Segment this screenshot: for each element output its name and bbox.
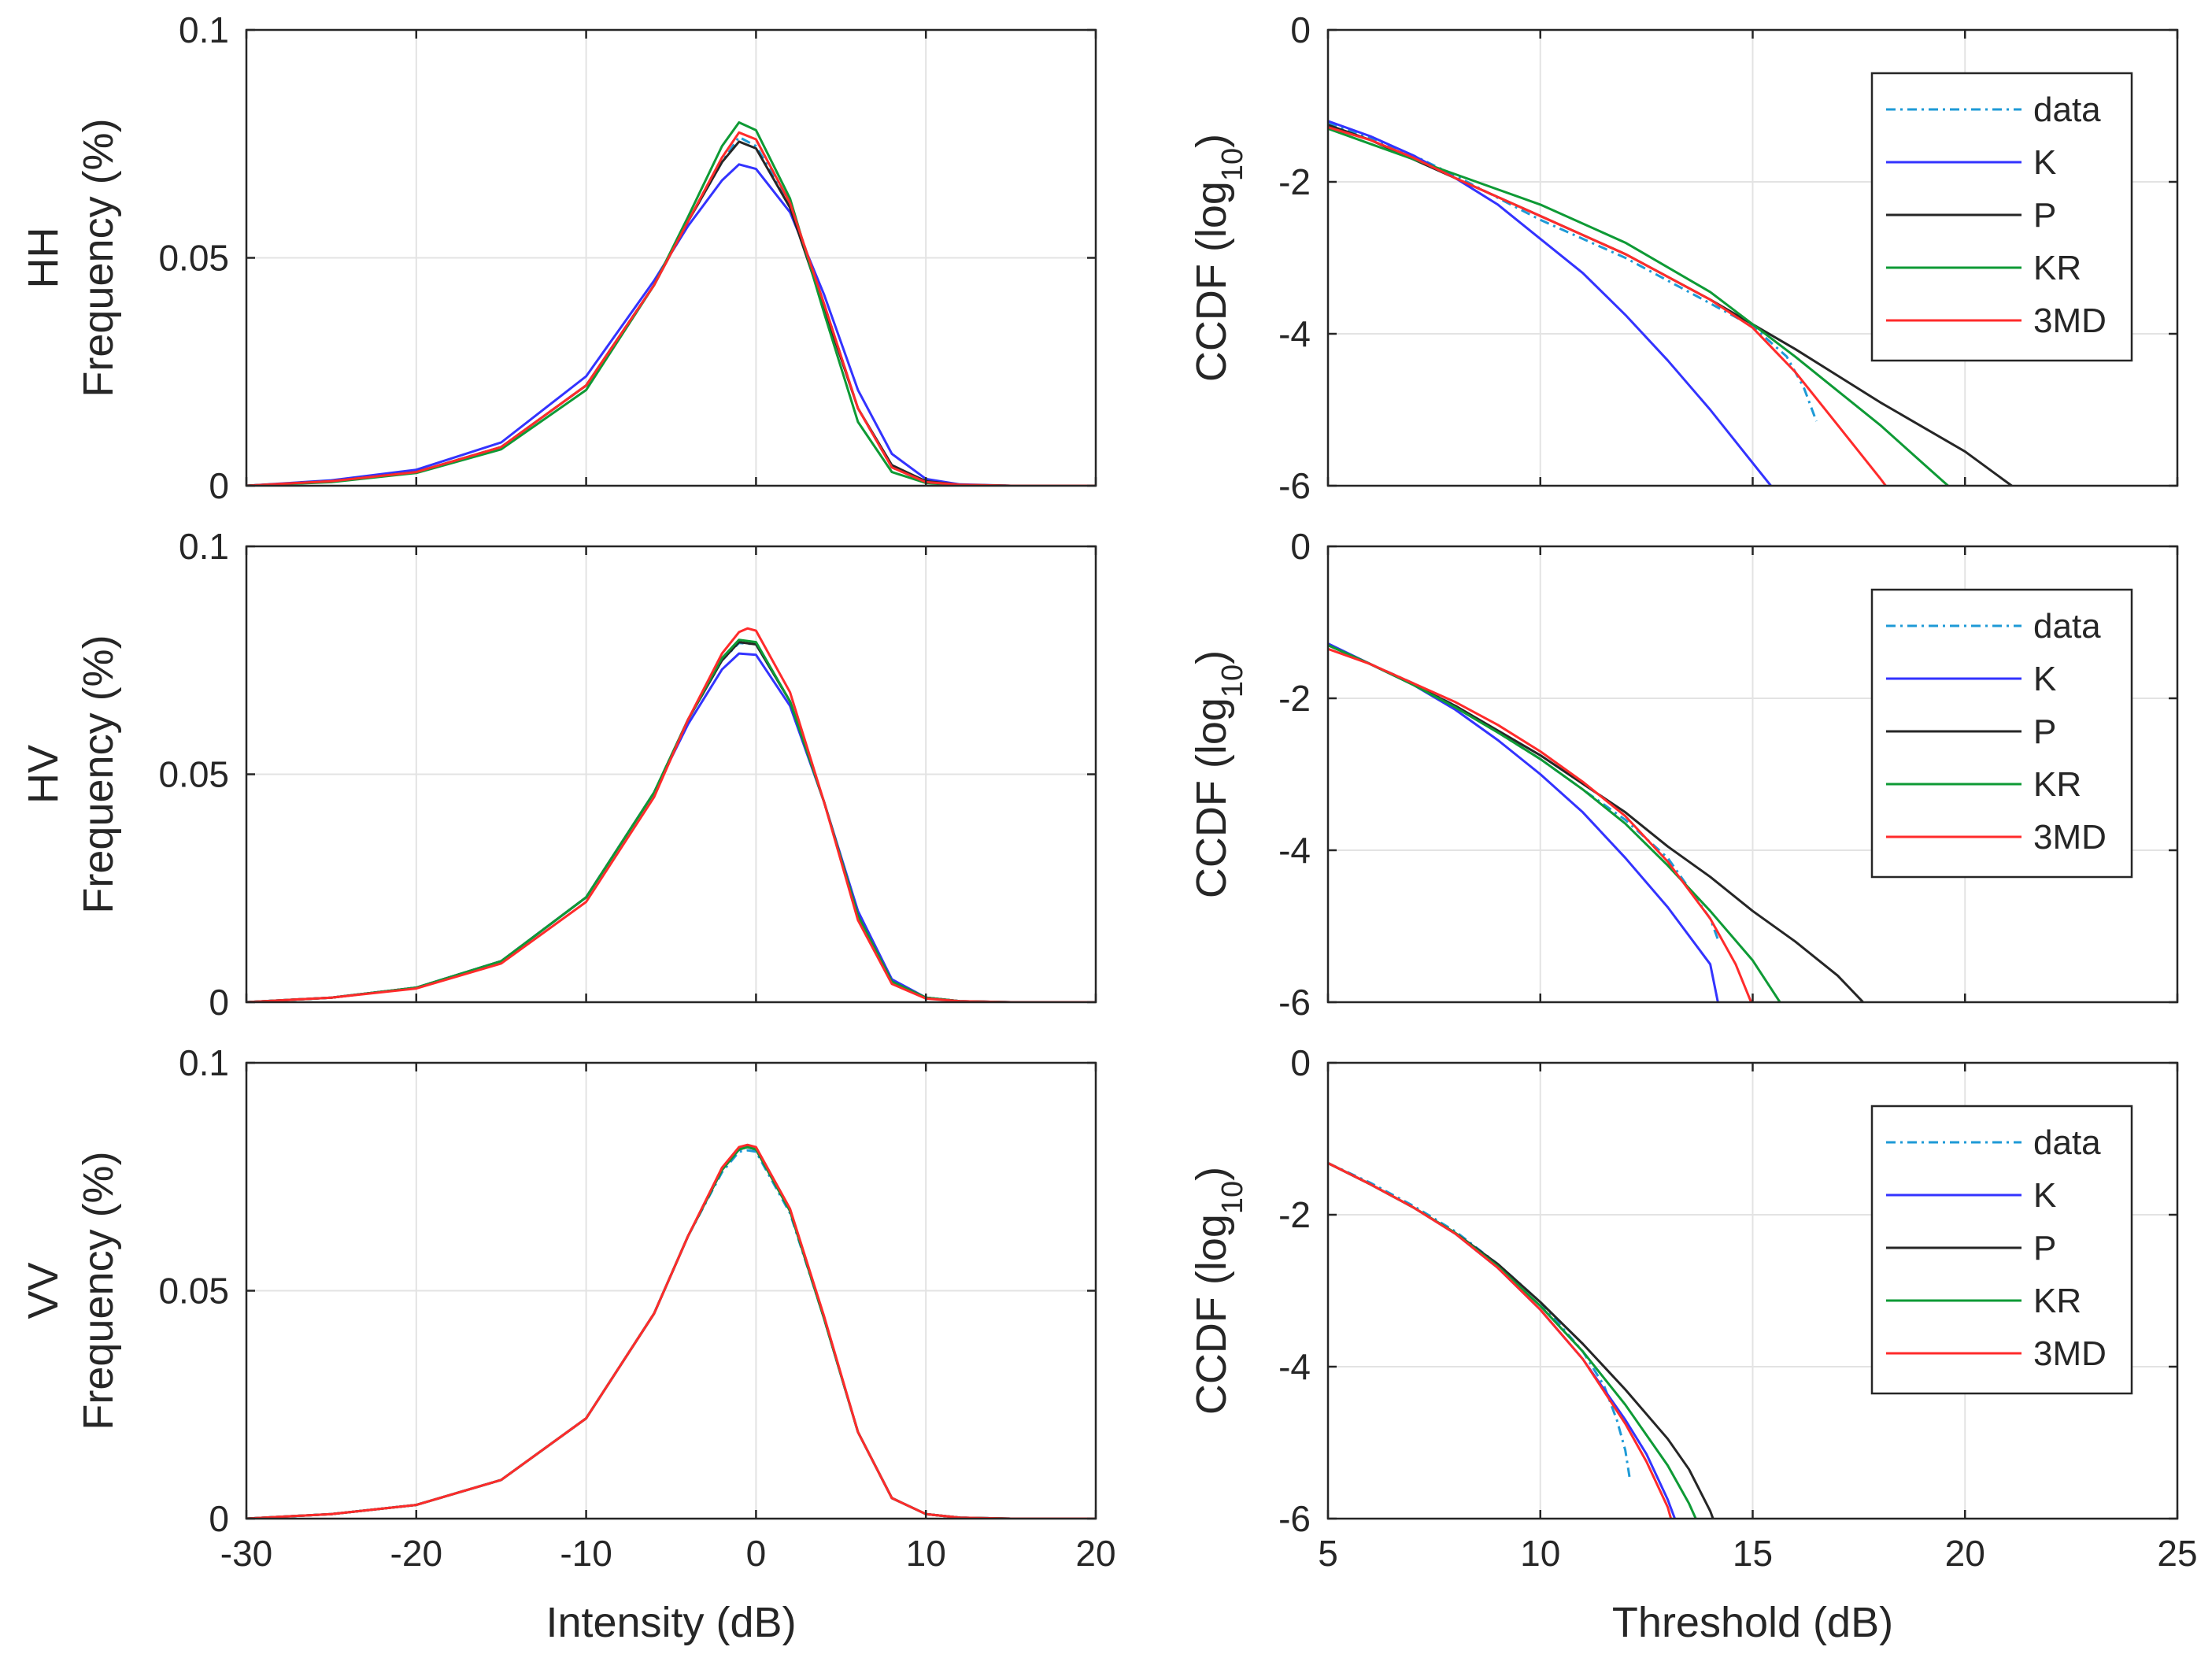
series-group [1328,1162,1714,1519]
polarization-label: HH [20,228,67,289]
vv-pdf-panel: 0 0.05 0.1 -30 -20 -10 0 10 20 Intensity (dB) VV Fr… [20,1042,1116,1646]
series-group [246,627,1096,1002]
x-tick-label: 20 [1945,1533,1985,1574]
polarization-label: VV [20,1262,67,1319]
y-tick-label: 0.1 [179,9,229,50]
legend-label-k: K [2033,1176,2056,1215]
y-tick-label: 0.1 [179,1042,229,1083]
y-axis-label-main: CCDF (log [1188,181,1235,382]
legend-label-data: data [2033,1123,2101,1162]
x-tick-label: 0 [746,1533,767,1574]
y-tick-label: 0 [209,465,229,506]
y-tick-label: -2 [1278,1194,1311,1235]
y-axis-label: CCDF (log10) [1188,650,1249,898]
y-tick-label: -6 [1278,982,1311,1023]
x-tick-label: 10 [906,1533,946,1574]
series-line-k [1328,120,1773,486]
legend-label-p: P [2033,196,2056,235]
legend: data KP KR 3MD [1870,588,2133,879]
hv-pdf-panel: 0 0.05 0.1 HV Frequency (%) [20,526,1097,1023]
x-tick-label: -10 [560,1533,612,1574]
y-axis-label-main: CCDF (log [1188,1214,1235,1415]
legend-label-p: P [2033,712,2056,751]
series-line-k [246,163,1096,486]
y-axis-label: Frequency (%) [75,1151,122,1430]
legend-label-k: K [2033,143,2056,182]
legend-label-data: data [2033,91,2101,129]
series-line-3md [1328,647,1753,1002]
legend-label-3md: 3MD [2033,818,2107,857]
hh-ccdf-panel: -6 -4 -2 0 CCDF (log10) data KP KR 3MD [1188,9,2179,506]
y-axis-label: CCDF (log10) [1188,134,1249,382]
y-tick-label: -4 [1278,313,1311,354]
series-group [246,121,1096,486]
y-tick-label: -2 [1278,678,1311,719]
legend-label-3md: 3MD [2033,302,2107,340]
series-line-3md [1328,1162,1673,1519]
x-tick-label: 5 [1318,1533,1338,1574]
series-group [1328,120,2013,486]
y-axis-label: Frequency (%) [75,635,122,913]
y-axis-label-subscript: 10 [1216,148,1249,181]
y-tick-label: 0 [1290,9,1311,50]
legend-box [1870,1105,2133,1395]
y-axis-label-close: ) [1188,650,1235,664]
legend-label-k: K [2033,660,2056,698]
y-tick-label: -4 [1278,1346,1311,1387]
legend-label-kr: KR [2033,765,2081,804]
y-tick-label: -6 [1278,1498,1311,1539]
x-tick-label: 10 [1520,1533,1560,1574]
legend-label-p: P [2033,1229,2056,1267]
x-axis-label: Threshold (dB) [1612,1599,1893,1646]
y-axis-label-close: ) [1188,134,1235,148]
legend-box [1870,72,2133,362]
legend-label-data: data [2033,607,2101,646]
hh-pdf-panel: 0 0.05 0.1 HH Frequency (%) [20,9,1097,506]
series-line-data [1328,121,1818,422]
x-tick-label: -30 [220,1533,272,1574]
y-tick-label: 0 [209,982,229,1023]
legend-label-kr: KR [2033,1282,2081,1320]
x-tick-label: 25 [2157,1533,2197,1574]
hv-ccdf-panel: -6 -4 -2 0 CCDF (log10) data KP KR 3MD [1188,526,2179,1023]
legend-label-3md: 3MD [2033,1334,2107,1373]
y-tick-label: 0.05 [158,238,229,279]
legend: data KP KR 3MD [1870,1105,2133,1395]
legend-box [1870,588,2133,879]
y-axis-label: Frequency (%) [75,118,122,397]
polarization-label: HV [20,745,67,804]
y-tick-label: 0 [1290,526,1311,567]
legend-label-kr: KR [2033,249,2081,287]
y-tick-label: 0 [1290,1042,1311,1083]
x-axis-label: Intensity (dB) [546,1599,796,1646]
series-line-3md [1328,126,1888,486]
y-axis-label-subscript: 10 [1216,664,1249,698]
y-tick-label: 0.05 [158,1271,229,1312]
y-axis-label-close: ) [1188,1167,1235,1181]
y-tick-label: 0.1 [179,526,229,567]
y-axis-label-main: CCDF (log [1188,698,1235,898]
y-axis-label: CCDF (log10) [1188,1167,1249,1415]
y-tick-label: -2 [1278,161,1311,202]
y-tick-label: 0 [209,1498,229,1539]
series-line-3md [246,131,1096,486]
x-tick-label: -20 [390,1533,442,1574]
x-tick-label: 20 [1075,1533,1115,1574]
y-axis-label-subscript: 10 [1216,1181,1249,1214]
legend: data KP KR 3MD [1870,72,2133,362]
y-tick-label: -4 [1278,830,1311,871]
series-group [1328,642,1864,1002]
y-tick-label: 0.05 [158,754,229,795]
y-tick-label: -6 [1278,465,1311,506]
series-line-kr [1328,127,1950,486]
x-tick-label: 15 [1733,1533,1773,1574]
